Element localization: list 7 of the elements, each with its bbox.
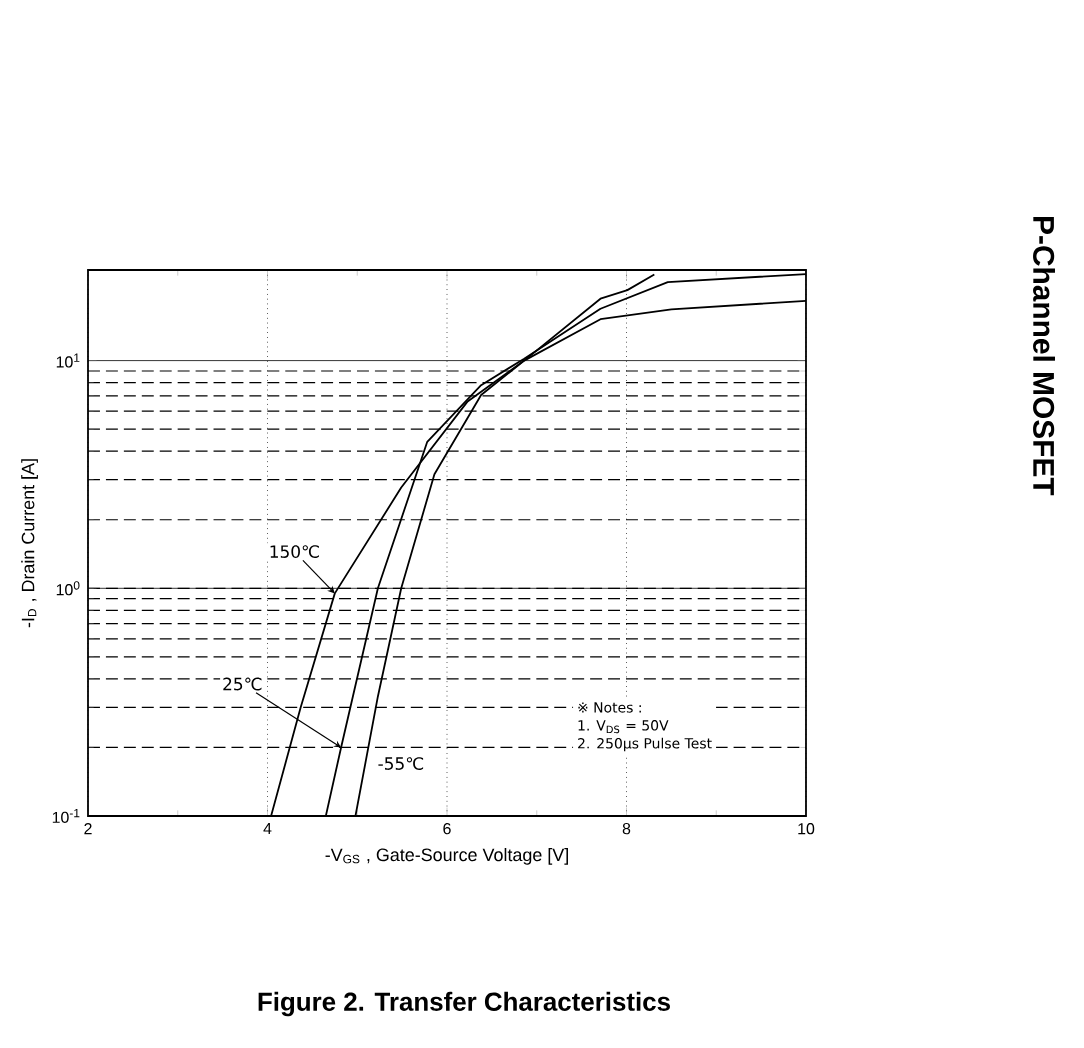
text: 25℃ [223,677,262,691]
text: P-Channel MOSFET [1033,217,1055,496]
x-axis-title: -V$_{GS}$ , Gate-Source Voltage [V] [325,848,568,865]
series-label: -55℃ [378,757,424,770]
y-axis-title: -I$_{D}$ , Drain Current [A] [21,459,38,628]
series-label: 150℃ [270,545,319,558]
text: Figure 2. Transfer Characteristics [258,991,670,1017]
